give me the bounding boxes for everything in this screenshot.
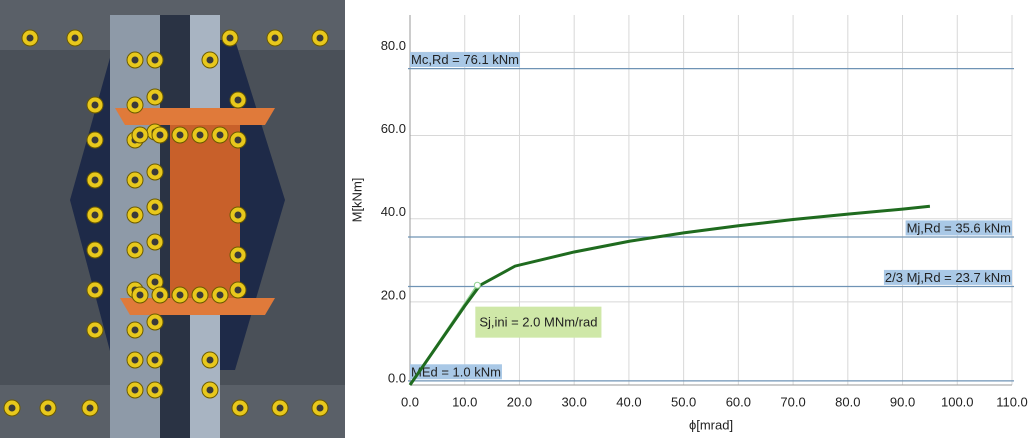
bolt-hole [217, 292, 224, 299]
bolt-hole [152, 57, 159, 64]
bolt-hole [92, 212, 99, 219]
bolt-hole [152, 319, 159, 326]
bolt-hole [235, 287, 242, 294]
bolt-hole [272, 35, 279, 42]
bolt-hole [92, 287, 99, 294]
bolt-hole [235, 212, 242, 219]
y-axis-label: M[kNm] [349, 178, 364, 223]
reference-label: 2/3 Mj,Rd = 23.7 kNm [885, 270, 1011, 285]
bolt-hole [137, 292, 144, 299]
bolt-hole [152, 279, 159, 286]
x-tick-label: 10.0 [452, 394, 477, 409]
chart: M[kNm] ϕ[mrad] 0.0 10.0 20.0 30.0 40.0 50.0 60… [349, 15, 1027, 432]
y-tick-label: 40.0 [381, 204, 406, 219]
bolt-hole [197, 292, 204, 299]
bolt-hole [235, 97, 242, 104]
bolt-hole [207, 57, 214, 64]
x-tick-label: 70.0 [780, 394, 805, 409]
y-tick-label: 60.0 [381, 121, 406, 136]
y-tick-label: 80.0 [381, 38, 406, 53]
reference-label: Mc,Rd = 76.1 kNm [411, 52, 519, 67]
bolt-hole [177, 292, 184, 299]
bolt-hole [132, 102, 139, 109]
bolt-hole [92, 137, 99, 144]
x-tick-label: 30.0 [562, 394, 587, 409]
bolt-hole [132, 212, 139, 219]
x-tick-label: 50.0 [671, 394, 696, 409]
x-tick-label: 40.0 [616, 394, 641, 409]
bolt-hole [92, 177, 99, 184]
bolt-hole [317, 35, 324, 42]
bolt-hole [207, 357, 214, 364]
bolt-hole [152, 357, 159, 364]
x-tick-label: 110.0 [996, 394, 1028, 409]
bolt-hole [207, 387, 214, 394]
bolt-hole [217, 132, 224, 139]
bolt-hole [132, 177, 139, 184]
stiffness-point [474, 282, 480, 288]
bolt-hole [132, 357, 139, 364]
bolt-hole [197, 132, 204, 139]
bolt-hole [137, 132, 144, 139]
bolt-hole [157, 292, 164, 299]
x-tick-label: 60.0 [726, 394, 751, 409]
bolt-hole [92, 102, 99, 109]
bolt-hole [87, 405, 94, 412]
bolt-hole [45, 405, 52, 412]
y-tick-label: 0.0 [388, 370, 406, 385]
bolt-hole [9, 405, 16, 412]
bolt-hole [152, 169, 159, 176]
reference-label: Mj,Rd = 35.6 kNm [907, 220, 1011, 235]
x-tick-label: 100.0 [941, 394, 974, 409]
bolt-hole [277, 405, 284, 412]
bolt-hole [237, 405, 244, 412]
bolt-hole [157, 132, 164, 139]
bolt-hole [132, 327, 139, 334]
x-tick-label: 90.0 [890, 394, 915, 409]
bolt-hole [132, 57, 139, 64]
bolt-hole [227, 35, 234, 42]
bolt-hole [317, 405, 324, 412]
bolt-hole [152, 387, 159, 394]
bolt-hole [27, 35, 34, 42]
y-tick-label: 20.0 [381, 287, 406, 302]
bolt-hole [92, 327, 99, 334]
curve [410, 206, 930, 385]
bolt-hole [177, 132, 184, 139]
bolt-hole [72, 35, 79, 42]
bolt-hole [132, 247, 139, 254]
x-axis-label: ϕ[mrad] [689, 417, 733, 432]
bolt-hole [235, 252, 242, 259]
bolt-hole [235, 137, 242, 144]
x-tick-label: 20.0 [507, 394, 532, 409]
bolt-hole [152, 204, 159, 211]
bolt-hole [132, 387, 139, 394]
page: {"chart_data": {"type": "line", "x_label… [0, 0, 1036, 438]
stiffness-label: Sj,ini = 2.0 MNm/rad [479, 315, 597, 330]
bolt-hole [152, 239, 159, 246]
x-tick-label: 0.0 [401, 394, 419, 409]
bolt-hole [92, 247, 99, 254]
screen: M[kNm] ϕ[mrad] 0.0 10.0 20.0 30.0 40.0 50.0 60… [0, 0, 1036, 438]
bolt-hole [152, 94, 159, 101]
model-render [0, 0, 345, 438]
x-tick-label: 80.0 [835, 394, 860, 409]
